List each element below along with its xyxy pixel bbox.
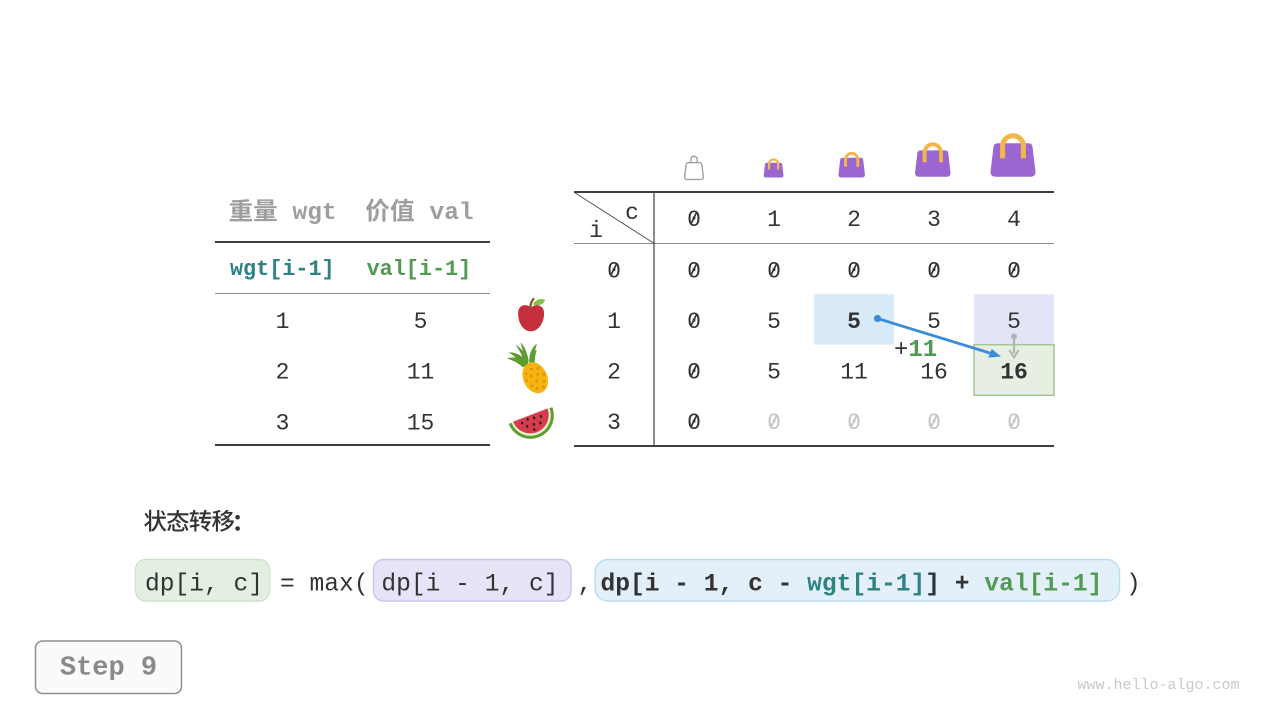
svg-text:val[i-1]: val[i-1] [984,572,1102,599]
svg-text:www.hello-algo.com: www.hello-algo.com [1078,677,1240,694]
svg-text:0: 0 [847,258,861,284]
svg-text:1: 1 [607,309,621,335]
svg-text:2: 2 [276,359,290,385]
svg-text:16: 16 [920,360,948,386]
svg-text:5: 5 [847,309,861,335]
svg-text:dp[i - 1, c]: dp[i - 1, c] [381,572,558,599]
svg-text:wgt[i-1]: wgt[i-1] [807,572,925,599]
svg-text:] +: ] + [925,572,984,599]
svg-text:i: i [589,218,603,244]
svg-text:3: 3 [276,410,290,436]
svg-text:+11: +11 [894,337,937,364]
svg-text:0: 0 [687,207,701,233]
svg-text:0: 0 [687,360,701,386]
svg-text:0: 0 [847,410,861,436]
svg-text:Step 9: Step 9 [60,654,157,684]
svg-text:0: 0 [1007,410,1021,436]
svg-text:dp[i - 1, c -: dp[i - 1, c - [601,572,808,599]
svg-text:0: 0 [767,258,781,284]
svg-text:2: 2 [847,207,861,233]
svg-text:5: 5 [927,309,941,335]
svg-text:0: 0 [687,309,701,335]
svg-text:15: 15 [407,410,435,436]
svg-text:16: 16 [1000,360,1028,386]
svg-text:1: 1 [767,207,781,233]
svg-text:0: 0 [687,410,701,436]
svg-text:val: val [430,200,474,227]
svg-text:dp[i, c]: dp[i, c] [145,572,263,599]
svg-text:= max(: = max( [280,572,369,599]
svg-text:0: 0 [1007,258,1021,284]
svg-text:11: 11 [407,359,435,385]
svg-text:): ) [1126,572,1141,599]
svg-text:2: 2 [607,360,621,386]
svg-text:0: 0 [607,258,621,284]
svg-text:5: 5 [767,309,781,335]
svg-text:0: 0 [927,258,941,284]
svg-text:wgt: wgt [293,200,337,227]
svg-text:val[i-1]: val[i-1] [367,257,472,282]
svg-text:5: 5 [414,309,428,335]
svg-text:3: 3 [607,410,621,436]
svg-text:4: 4 [1007,207,1021,233]
svg-text:,: , [578,572,593,599]
svg-text:0: 0 [927,410,941,436]
svg-text:c: c [625,200,639,226]
svg-text:5: 5 [767,360,781,386]
svg-text:0: 0 [687,258,701,284]
svg-text:wgt[i-1]: wgt[i-1] [230,257,335,282]
svg-text:5: 5 [1007,309,1021,335]
svg-text:1: 1 [276,309,290,335]
svg-text:11: 11 [840,360,868,386]
svg-text:0: 0 [767,410,781,436]
svg-text:3: 3 [927,207,941,233]
